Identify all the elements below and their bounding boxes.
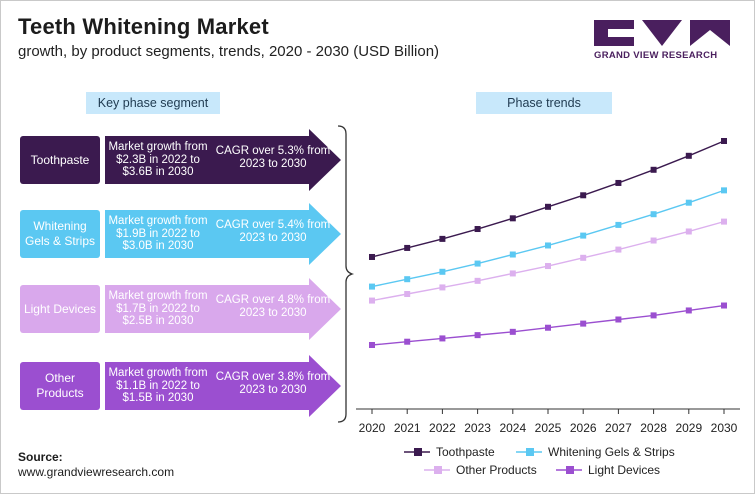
data-point xyxy=(369,297,375,304)
legend-label: Whitening Gels & Strips xyxy=(548,445,675,459)
x-tick-label: 2025 xyxy=(535,421,562,435)
chart-subtitle: growth, by product segments, trends, 202… xyxy=(18,43,440,60)
series-line xyxy=(371,140,725,258)
data-point xyxy=(615,246,622,253)
segment-arrow xyxy=(209,355,341,417)
logo-text: GRAND VIEW RESEARCH xyxy=(594,50,718,61)
legend-marker xyxy=(566,466,574,474)
segment-name: Light Devices xyxy=(20,285,100,333)
segment-cagr: CAGR over 5.3% from 2023 to 2030 xyxy=(215,145,331,170)
data-point xyxy=(439,284,446,291)
segment-arrow xyxy=(209,129,341,191)
grand-view-research-logo xyxy=(594,20,730,46)
segment-name: Whitening Gels & Strips xyxy=(20,210,100,258)
segment-row: Whitening Gels & Strips Market growth fro… xyxy=(20,203,341,265)
segment-cagr: CAGR over 4.8% from 2023 to 2030 xyxy=(215,294,331,319)
legend-label: Other Products xyxy=(456,463,537,477)
chart-title: Teeth Whitening Market xyxy=(18,14,269,39)
segment-arrow xyxy=(209,203,341,265)
data-point xyxy=(650,166,657,173)
legend-marker xyxy=(414,448,422,456)
segment-row: Other Products Market growth from $1.1B i… xyxy=(20,355,341,417)
x-tick-label: 2028 xyxy=(640,421,667,435)
phase-trends-header: Phase trends xyxy=(476,92,612,114)
data-point xyxy=(580,232,587,239)
data-point xyxy=(404,276,411,283)
segment-name: Toothpaste xyxy=(20,136,100,184)
data-point xyxy=(439,235,446,242)
data-point xyxy=(509,328,516,335)
data-point xyxy=(721,302,727,309)
legend-marker xyxy=(526,448,534,456)
data-point xyxy=(369,283,375,290)
source-label: Source: xyxy=(18,450,63,464)
x-tick-label: 2021 xyxy=(394,421,421,435)
segment-cagr: CAGR over 3.8% from 2023 to 2030 xyxy=(215,371,331,396)
data-point xyxy=(545,263,551,270)
x-tick-label: 2026 xyxy=(570,421,597,435)
segment-name: Other Products xyxy=(20,362,100,410)
data-point xyxy=(580,320,587,327)
data-point xyxy=(545,242,551,249)
segment-growth: Market growth from $1.9B in 2022 to $3.0… xyxy=(105,210,211,258)
data-point xyxy=(439,335,446,342)
segment-row: Light Devices Market growth from $1.7B in… xyxy=(20,278,341,340)
legend-label: Light Devices xyxy=(588,463,660,477)
series-line xyxy=(371,220,725,302)
data-point xyxy=(369,342,375,348)
segment-growth: Market growth from $2.3B in 2022 to $3.6… xyxy=(105,136,211,184)
legend-item: Toothpaste xyxy=(404,445,495,459)
data-point xyxy=(615,316,622,323)
data-point xyxy=(369,253,375,260)
data-point xyxy=(685,152,692,159)
data-point xyxy=(545,203,551,210)
data-point xyxy=(509,270,516,277)
key-phase-segment-header: Key phase segment xyxy=(86,92,220,114)
data-point xyxy=(474,277,481,284)
data-point xyxy=(615,179,622,186)
data-point xyxy=(721,138,727,144)
bracket xyxy=(337,125,355,423)
x-tick-label: 2024 xyxy=(499,421,526,435)
data-point xyxy=(509,251,516,258)
data-point xyxy=(615,221,622,228)
legend-item: Light Devices xyxy=(556,463,660,477)
data-point xyxy=(650,211,657,218)
data-point xyxy=(404,244,411,251)
data-point xyxy=(685,228,692,235)
x-tick-label: 2030 xyxy=(711,421,738,435)
x-tick-label: 2023 xyxy=(464,421,491,435)
x-tick-label: 2020 xyxy=(359,421,386,435)
data-point xyxy=(685,307,692,314)
segment-growth: Market growth from $1.7B in 2022 to $2.5… xyxy=(105,285,211,333)
x-tick-label: 2022 xyxy=(429,421,456,435)
data-point xyxy=(580,192,587,199)
segment-arrow xyxy=(209,278,341,340)
data-point xyxy=(685,199,692,206)
segment-cagr: CAGR over 5.4% from 2023 to 2030 xyxy=(215,219,331,244)
data-point xyxy=(474,332,481,339)
data-point xyxy=(650,312,657,319)
data-point xyxy=(545,324,551,331)
data-point xyxy=(474,226,481,233)
legend-marker xyxy=(434,466,442,474)
data-point xyxy=(580,254,587,261)
legend-label: Toothpaste xyxy=(436,445,495,459)
data-point xyxy=(439,268,446,275)
data-point xyxy=(509,215,516,222)
x-tick-label: 2029 xyxy=(675,421,702,435)
data-point xyxy=(404,338,411,345)
segment-row: Toothpaste Market growth from $2.3B in 20… xyxy=(20,129,341,191)
data-point xyxy=(650,237,657,244)
data-point xyxy=(721,218,727,225)
segment-growth: Market growth from $1.1B in 2022 to $1.5… xyxy=(105,362,211,410)
data-point xyxy=(404,291,411,297)
legend-item: Other Products xyxy=(424,463,537,477)
source-url: www.grandviewresearch.com xyxy=(18,465,175,479)
legend-item: Whitening Gels & Strips xyxy=(516,445,675,459)
data-point xyxy=(474,260,481,267)
x-tick-label: 2027 xyxy=(605,421,632,435)
data-point xyxy=(721,187,727,194)
